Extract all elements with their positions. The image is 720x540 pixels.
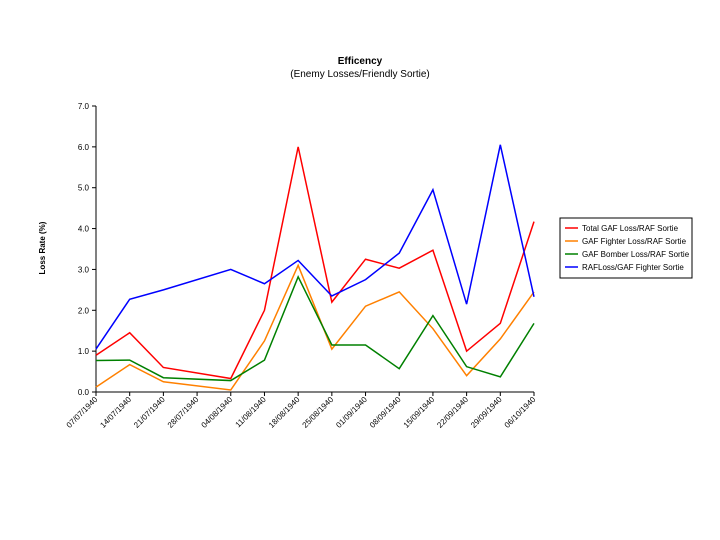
series-line-4 (95, 144, 535, 350)
y-tick-label: 4.0 (78, 225, 90, 234)
y-tick-label: 1.0 (78, 347, 90, 356)
x-tick-label: 21/07/1940 (132, 395, 167, 430)
series-layer (95, 144, 535, 391)
x-tick-label: 15/09/1940 (402, 395, 437, 430)
legend-box (559, 217, 693, 279)
x-tick-label: 25/08/1940 (301, 395, 336, 430)
series-line-2 (95, 263, 535, 391)
legend-entry: Total GAF Loss/RAF Sortie (582, 224, 679, 233)
y-axis-label: Loss Rate (%) (38, 221, 47, 274)
legend-entry: RAFLoss/GAF Fighter Sortie (582, 263, 684, 272)
y-tick-label: 2.0 (78, 306, 90, 315)
y-tick-label: 3.0 (78, 265, 90, 274)
x-tick-label: 06/10/1940 (503, 395, 538, 430)
axes: 0.0 1.0 2.0 3.0 4.0 5.0 6.0 7.0 07/07/1940 14/07/… (65, 102, 538, 430)
y-tick-label: 6.0 (78, 143, 90, 152)
x-tick-label: 08/09/1940 (368, 395, 403, 430)
series-line-3 (95, 274, 535, 382)
y-tick-label: 0.0 (78, 388, 90, 397)
x-tick-label: 11/08/1940 (234, 395, 269, 430)
chart-subtitle: (Enemy Losses/Friendly Sortie) (290, 69, 430, 80)
legend-entry: GAF Bomber Loss/RAF Sortie (582, 250, 690, 259)
chart-title: Efficency (338, 56, 383, 67)
legend: Total GAF Loss/RAF Sortie GAF Fighter Los… (559, 217, 693, 279)
x-tick-label: 22/09/1940 (435, 395, 470, 430)
x-tick-label: 29/09/1940 (469, 395, 504, 430)
x-tick-label: 18/08/1940 (267, 395, 302, 430)
legend-entry: GAF Fighter Loss/RAF Sortie (582, 237, 687, 246)
x-tick-label: 04/08/1940 (200, 395, 235, 430)
x-tick-label: 01/09/1940 (334, 395, 369, 430)
y-tick-label: 5.0 (78, 184, 90, 193)
x-tick-label: 07/07/1940 (65, 395, 100, 430)
y-tick-label: 7.0 (78, 102, 90, 111)
x-tick-label: 14/07/1940 (98, 395, 133, 430)
series-line-1 (95, 146, 535, 380)
x-tick-label: 28/07/1940 (166, 395, 201, 430)
